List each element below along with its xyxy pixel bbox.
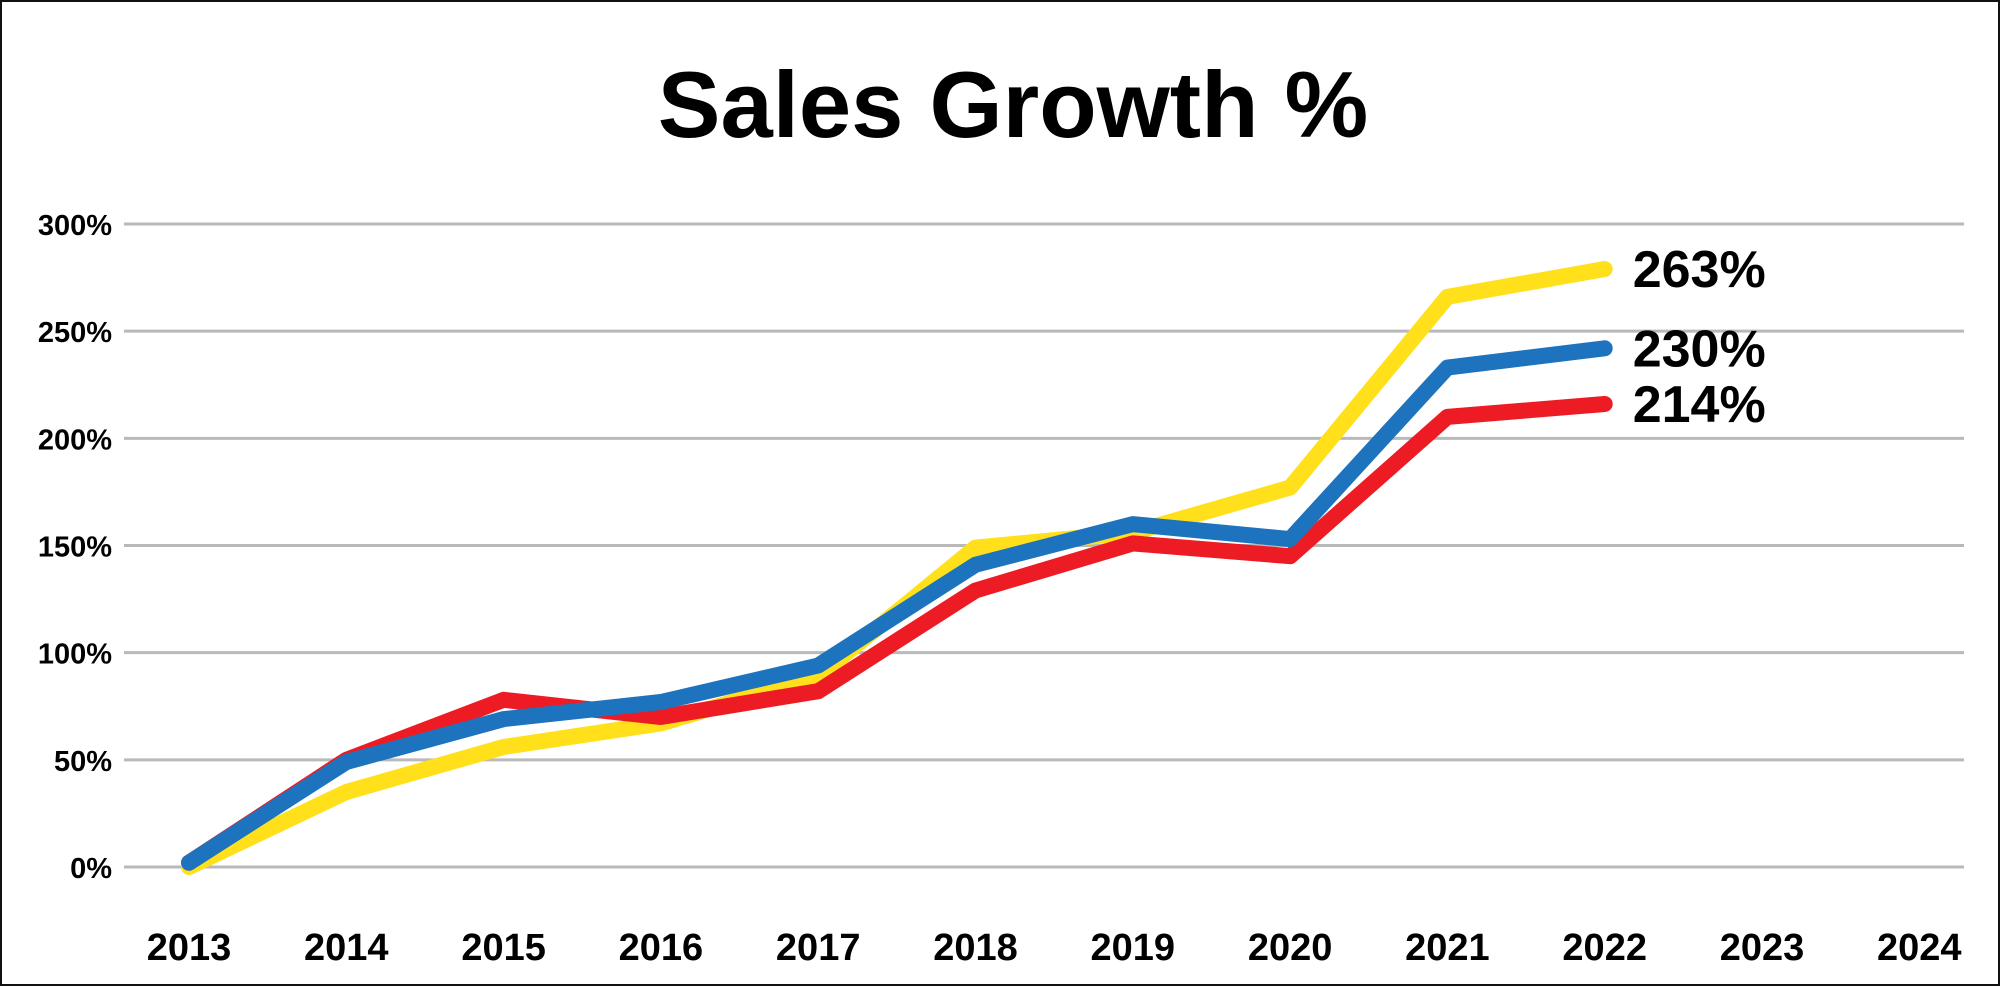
- series-line: [181, 340, 1613, 871]
- x-tick-label: 2018: [933, 927, 1018, 969]
- x-tick-label: 2016: [619, 927, 704, 969]
- y-tick-label: 150%: [38, 532, 112, 564]
- y-tick-label: 0%: [70, 853, 112, 885]
- x-tick-label: 2023: [1720, 927, 1805, 969]
- x-axis-tick-labels: 2013 2014 2015 2016 2017 2018 2019 2020 2021 2022…: [147, 927, 1962, 969]
- y-tick-label: 200%: [38, 424, 112, 456]
- x-tick-label: 2014: [304, 927, 389, 969]
- x-tick-label: 2017: [776, 927, 861, 969]
- chart-title: Sales Growth %: [658, 52, 1368, 157]
- series-end-label: 214%: [1633, 376, 1766, 434]
- y-axis-tick-labels: 0% 50% 100% 150% 200% 250% 300%: [38, 210, 112, 885]
- y-tick-label: 100%: [38, 639, 112, 671]
- x-tick-label: 2013: [147, 927, 232, 969]
- x-tick-label: 2015: [461, 927, 546, 969]
- end-labels: 263% 214%230%: [1633, 241, 1766, 434]
- x-tick-label: 2019: [1091, 927, 1176, 969]
- x-tick-label: 2024: [1877, 927, 1962, 969]
- x-tick-label: 2021: [1405, 927, 1490, 969]
- series-line: [181, 261, 1613, 875]
- series-end-label: 230%: [1633, 320, 1766, 378]
- y-tick-label: 50%: [54, 746, 112, 778]
- series-lines: [181, 261, 1613, 875]
- series-end-label: 263%: [1633, 241, 1766, 299]
- x-tick-label: 2022: [1562, 927, 1647, 969]
- series-line: [181, 396, 1613, 871]
- y-tick-label: 250%: [38, 317, 112, 349]
- y-tick-label: 300%: [38, 210, 112, 242]
- x-tick-label: 2020: [1248, 927, 1333, 969]
